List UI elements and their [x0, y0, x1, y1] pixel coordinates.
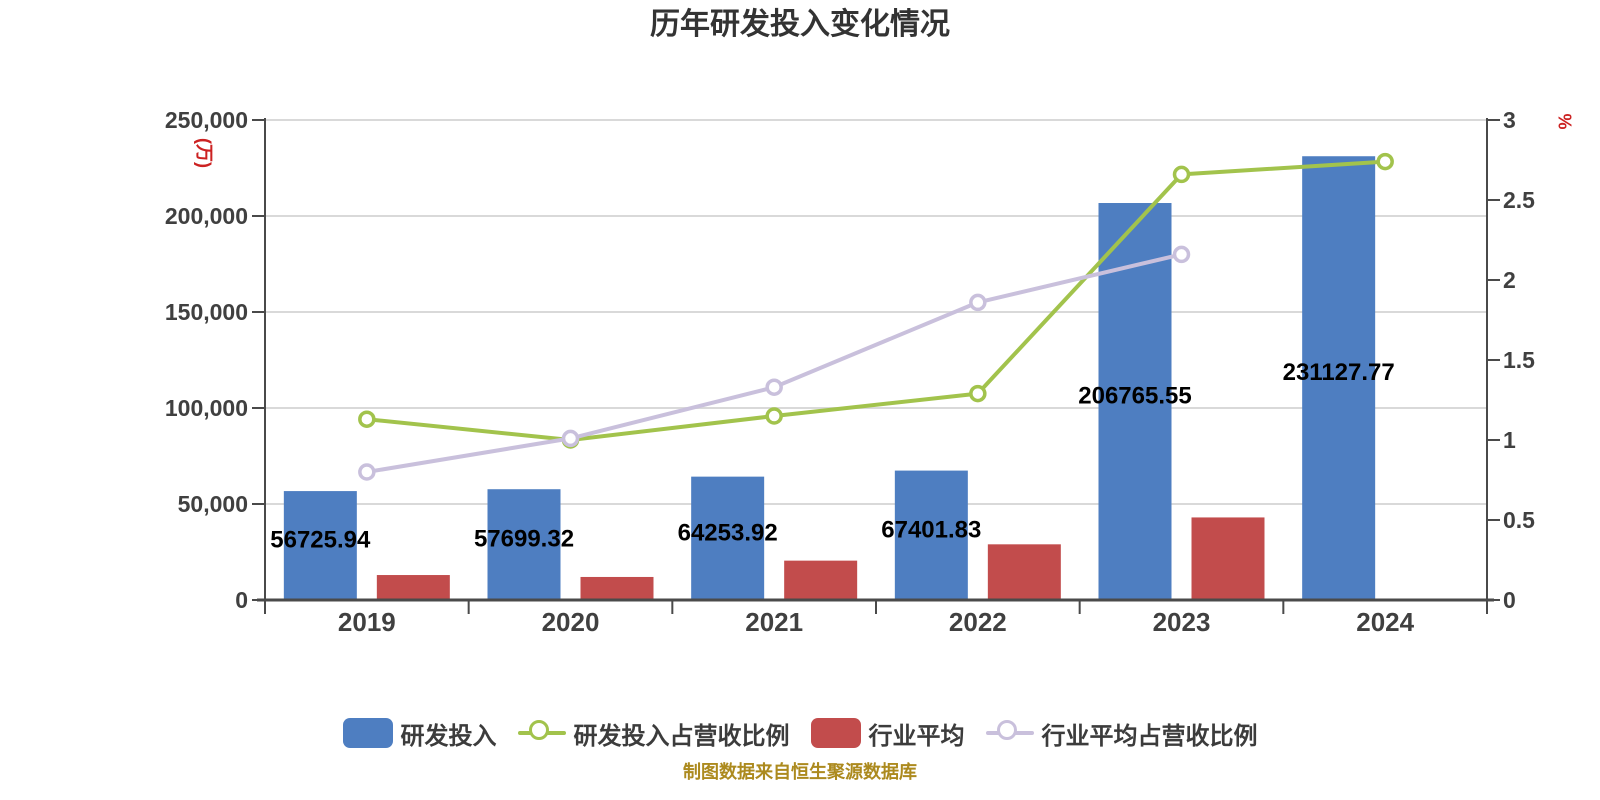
legend-line-marker-industry-ratio [985, 718, 1034, 748]
right-axis-tick-label: 1.5 [1503, 347, 1535, 373]
x-axis-label-2020: 2020 [542, 607, 600, 637]
bar-rd-investment-2019[interactable] [283, 491, 357, 600]
legend-swatch-industry-average [810, 718, 861, 748]
point-rd-ratio-2021[interactable] [765, 407, 783, 425]
left-axis-tick-label: 50,000 [178, 491, 248, 517]
data-source-caption: 制图数据来自恒生聚源数据库 [683, 762, 917, 782]
bar-industry-average-2022[interactable] [987, 544, 1061, 600]
chart-title: 历年研发投入变化情况 [650, 8, 950, 41]
legend-label: 研发投入占营收比例 [573, 722, 790, 750]
point-industry-ratio-2022[interactable] [969, 293, 987, 312]
right-axis-tick-label: 3 [1503, 107, 1516, 133]
x-axis-label-2022: 2022 [949, 607, 1007, 637]
bar-industry-average-2019[interactable] [376, 575, 450, 600]
point-industry-ratio-2021[interactable] [765, 378, 783, 396]
legend-item-rd-investment[interactable]: 研发投入 [342, 716, 497, 751]
legend-item-industry-average[interactable]: 行业平均 [810, 716, 965, 751]
bar-industry-average-2023[interactable] [1191, 517, 1265, 600]
point-industry-ratio-2019[interactable] [358, 463, 376, 481]
point-industry-ratio-2020[interactable] [561, 429, 580, 448]
left-axis-tick-label: 200,000 [165, 203, 248, 229]
legend-swatch-rd-investment [342, 718, 393, 748]
bar-value-label-2022: 67401.83 [881, 516, 981, 543]
left-axis-tick-label: 250,000 [165, 107, 248, 133]
x-axis-label-2023: 2023 [1153, 607, 1211, 637]
right-axis-tick-label: 0 [1503, 587, 1516, 613]
left-axis-tick-label: 150,000 [165, 299, 248, 325]
bar-value-label-2021: 64253.92 [678, 519, 778, 546]
line-rd-ratio[interactable] [364, 159, 1388, 442]
legend-label: 行业平均 [868, 722, 965, 750]
legend-item-industry-ratio[interactable]: 行业平均占营收比例 [985, 716, 1258, 751]
bar-value-label-2019: 56725.94 [270, 527, 371, 554]
bar-rd-investment-2020[interactable] [487, 489, 561, 600]
point-rd-ratio-2023[interactable] [1172, 165, 1191, 184]
left-axis-tick-label: 0 [235, 587, 248, 613]
bar-industry-average-2020[interactable] [580, 576, 654, 600]
legend-line-marker-rd-ratio [517, 718, 566, 748]
point-rd-ratio-2024[interactable] [1376, 152, 1394, 171]
right-axis-tick-label: 1 [1503, 427, 1516, 453]
bar-rd-investment-2021[interactable] [691, 476, 765, 600]
right-axis-tick-label: 0.5 [1503, 507, 1535, 533]
x-axis-label-2019: 2019 [338, 607, 396, 637]
right-axis-tick-label: 2 [1503, 267, 1516, 293]
bar-value-label-2023: 206765.55 [1078, 383, 1191, 410]
x-axis-label-2021: 2021 [745, 607, 803, 637]
bar-rd-investment-2024[interactable] [1302, 156, 1376, 600]
x-axis-label-2024: 2024 [1356, 607, 1414, 637]
chart-legend: 研发投入 研发投入占营收比例 行业平均 行业平均占营收比例 [0, 714, 1600, 752]
legend-label: 研发投入 [400, 722, 497, 750]
point-industry-ratio-2023[interactable] [1172, 245, 1191, 264]
line-industry-ratio[interactable] [364, 252, 1184, 474]
point-rd-ratio-2022[interactable] [969, 384, 987, 403]
bar-industry-average-2021[interactable] [784, 560, 858, 600]
bar-value-label-2024: 231127.77 [1283, 359, 1395, 386]
point-rd-ratio-2019[interactable] [358, 410, 376, 428]
legend-label: 行业平均占营收比例 [1041, 722, 1258, 750]
bar-value-label-2020: 57699.32 [474, 526, 574, 553]
right-axis-tick-label: 2.5 [1503, 187, 1535, 213]
left-axis-tick-label: 100,000 [165, 395, 248, 421]
bar-rd-investment-2022[interactable] [894, 470, 968, 600]
legend-item-rd-ratio[interactable]: 研发投入占营收比例 [517, 716, 790, 751]
